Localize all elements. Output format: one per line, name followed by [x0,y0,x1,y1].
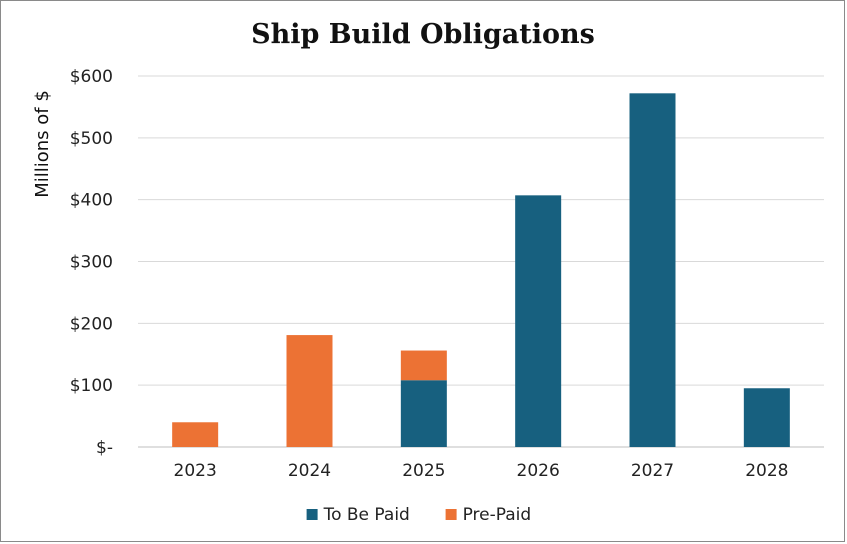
x-tick-labels: 2023 2024 2025 2026 2027 2028 [174,461,789,481]
x-tick-label: 2025 [402,461,445,481]
gridlines [138,75,824,448]
y-tick-label: $200 [70,314,113,334]
x-tick-label: 2023 [174,461,217,481]
y-tick-label: $500 [70,129,113,149]
legend-label: Pre-Paid [463,505,532,525]
y-tick-label: $- [96,438,113,458]
y-tick-labels: $- $100 $200 $300 $400 $500 $600 [70,67,113,458]
y-tick-label: $100 [70,376,113,396]
y-tick-label: $300 [70,253,113,273]
bar-to-be-paid-2025 [400,380,447,447]
bar-pre-paid-2024 [286,335,333,447]
legend-label: To Be Paid [323,505,410,525]
legend-swatch [445,509,457,520]
bar-pre-paid-2023 [172,422,219,447]
legend-swatch [306,509,318,520]
bar-to-be-paid-2026 [515,195,562,447]
x-tick-label: 2026 [517,461,560,481]
bar-to-be-paid-2028 [743,388,790,447]
y-tick-label: $400 [70,191,113,211]
chart-title: Ship Build Obligations [251,19,595,50]
y-axis-label: Millions of $ [32,90,53,198]
bars [172,93,790,448]
y-tick-label: $600 [70,67,113,87]
x-tick-label: 2028 [745,461,788,481]
legend: To Be Paid Pre-Paid [306,505,532,525]
bar-to-be-paid-2027 [629,93,676,448]
x-tick-label: 2027 [631,461,674,481]
x-tick-label: 2024 [288,461,331,481]
bar-pre-paid-2025 [400,350,447,381]
